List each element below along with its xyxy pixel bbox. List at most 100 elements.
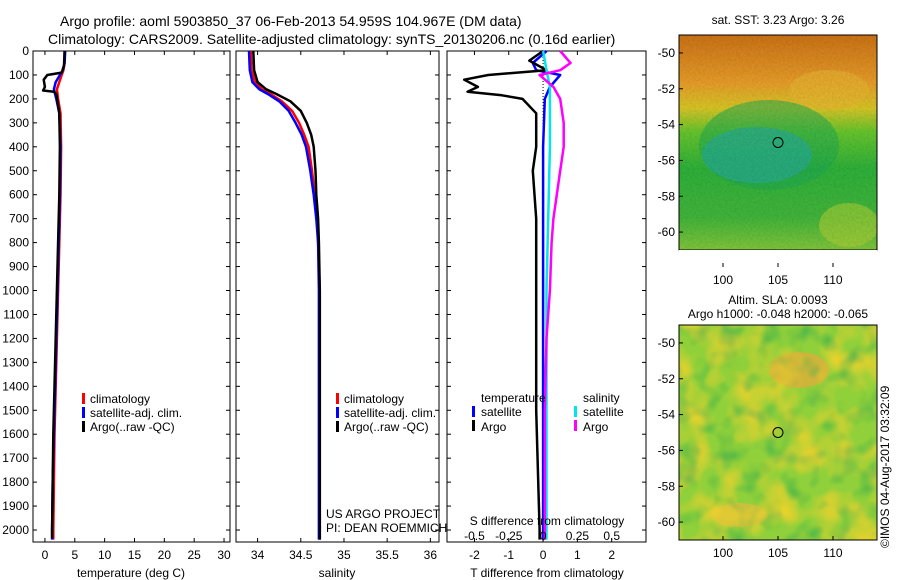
x-tick-label: 2 [608, 548, 615, 562]
s-tick-label: 0.5 [603, 529, 620, 543]
map-y-tick-label: -54 [658, 408, 676, 422]
difference-panel: -2 -1 0 1 2 T difference from climatology S … [446, 49, 647, 580]
depth-tick-label: 300 [9, 116, 29, 130]
x-tick-label: 34.5 [289, 548, 313, 562]
x-tick-label: 35 [337, 548, 351, 562]
map-y-tick-label: -58 [658, 479, 676, 493]
difference-depth-ticks [447, 50, 646, 531]
x-tick-label: 10 [98, 548, 112, 562]
salinity-xlabel: salinity [319, 566, 356, 580]
legend-swatch-sal-satellite [574, 406, 577, 417]
difference-series [462, 49, 572, 542]
map-y-tick-label: -56 [658, 443, 676, 457]
series-line-argo-raw-qc- [41, 50, 66, 539]
figure-title-line1: Argo profile: aoml 5903850_37 06-Feb-201… [60, 13, 522, 29]
map-y-tick-label: -58 [658, 189, 676, 203]
legend-swatch-temp-argo [472, 420, 475, 431]
argo-location-marker [772, 427, 784, 438]
map-x-tick-label: 105 [768, 546, 788, 560]
x-tick-label: 5 [71, 548, 78, 562]
depth-tick-label: 1700 [2, 451, 29, 465]
series-line-temperature-argo [462, 49, 548, 540]
map-y-tick-label: -50 [658, 336, 676, 350]
x-tick-label: 15 [128, 548, 142, 562]
legend-sal-argo: Argo [583, 420, 609, 434]
temperature-series [41, 50, 67, 540]
map-x-tick-label: 105 [768, 273, 788, 287]
depth-tick-label: 1800 [2, 475, 29, 489]
depth-axis: 0 100 200 300 400 500 600 700 800 900 1000 1100 1200… [2, 44, 230, 537]
depth-tick-label: 800 [9, 236, 29, 250]
sst-map-panel: sat. SST: 3.23 Argo: 3.26 [658, 13, 878, 287]
s-difference-ticks: -0.5 -0.25 0 0.25 0.5 [464, 529, 620, 543]
sla-map-panel: Altim. SLA: 0.0093 Argo h1000: -0.048 h2… [658, 293, 878, 560]
difference-x-axis: -2 -1 0 1 2 [469, 51, 615, 562]
salinity-series [247, 50, 322, 540]
depth-tick-label: 1400 [2, 379, 29, 393]
temperature-legend: climatology satellite-adj. clim. Argo(..… [82, 392, 182, 434]
map-y-tick-label: -56 [658, 153, 676, 167]
depth-tick-label: 1300 [2, 355, 29, 369]
depth-tick-label: 400 [9, 140, 29, 154]
argo-location-marker [772, 137, 784, 148]
legend-swatch-climatology [336, 393, 339, 404]
map-x-tick-label: 100 [713, 546, 733, 560]
salinity-legend: climatology satellite-adj. clim. Argo(..… [336, 392, 436, 434]
depth-tick-label: 600 [9, 188, 29, 202]
depth-tick-label: 700 [9, 212, 29, 226]
t-difference-xlabel: T difference from climatology [470, 566, 624, 580]
depth-tick-label: 100 [9, 68, 29, 82]
depth-tick-label: 1000 [2, 284, 29, 298]
series-line-salinity-satellite [541, 50, 552, 540]
s-tick-label: 0.25 [566, 529, 590, 543]
depth-tick-label: 500 [9, 164, 29, 178]
x-tick-label: 0 [540, 548, 547, 562]
depth-tick-label: 1200 [2, 331, 29, 345]
depth-tick-label: 1500 [2, 403, 29, 417]
legend-swatch-satellite [82, 407, 85, 418]
depth-tick-label: 1900 [2, 499, 29, 513]
legend-swatch-sal-argo [574, 420, 577, 431]
temperature-panel: 0100200300400500600700800900100011001200… [2, 44, 231, 580]
temperature-xlabel: temperature (deg C) [77, 566, 185, 580]
s-tick-label: -0.5 [464, 529, 485, 543]
x-tick-label: 36 [424, 548, 438, 562]
legend-temperature-header: temperature [481, 391, 546, 405]
map-y-tick-label: -60 [658, 225, 676, 239]
x-tick-label: 35.5 [375, 548, 399, 562]
legend-satellite: satellite-adj. clim. [90, 406, 182, 420]
legend-salinity-header: salinity [583, 391, 620, 405]
sla-map-title: Altim. SLA: 0.0093 [728, 293, 828, 307]
legend-temp-satellite: satellite [481, 405, 522, 419]
depth-tick-label: 0 [22, 44, 29, 58]
salinity-depth-ticks [236, 50, 439, 531]
legend-satellite: satellite-adj. clim. [344, 406, 436, 420]
s-tick-label: -0.25 [495, 529, 523, 543]
map-y-tick-label: -54 [658, 118, 676, 132]
sst-map-title: sat. SST: 3.23 Argo: 3.26 [712, 13, 845, 27]
legend-climatology: climatology [90, 392, 150, 406]
map-y-tick-label: -52 [658, 82, 676, 96]
x-tick-label: 1 [574, 548, 581, 562]
legend-argo: Argo(..raw -QC) [344, 420, 429, 434]
legend-temp-argo: Argo [481, 420, 507, 434]
sst-map-axes: -50 -52 -54 -56 -58 -60 100 105 110 [658, 46, 843, 287]
legend-sal-satellite: satellite [583, 405, 624, 419]
sst-heatmap [679, 35, 877, 250]
legend-swatch-argo [82, 421, 85, 432]
salinity-x-axis: 34 34.5 35 35.5 36 [251, 51, 437, 562]
map-x-tick-label: 110 [823, 546, 842, 560]
map-y-tick-label: -60 [658, 515, 676, 529]
depth-tick-label: 2000 [2, 523, 29, 537]
map-x-tick-label: 100 [713, 273, 733, 287]
s-tick-label: 0 [540, 529, 547, 543]
credit-text: US ARGO PROJECT [326, 507, 441, 521]
x-tick-label: -2 [469, 548, 480, 562]
x-tick-label: -1 [503, 548, 514, 562]
difference-legend: temperature salinity satellite Argo sate… [472, 391, 624, 434]
sla-map-axes: -50 -52 -54 -56 -58 -60 100 105 110 [658, 336, 843, 560]
map-y-tick-label: -50 [658, 46, 676, 60]
series-line-temperature-satellite [531, 50, 562, 540]
pi-text: PI: DEAN ROEMMICH [326, 521, 447, 535]
